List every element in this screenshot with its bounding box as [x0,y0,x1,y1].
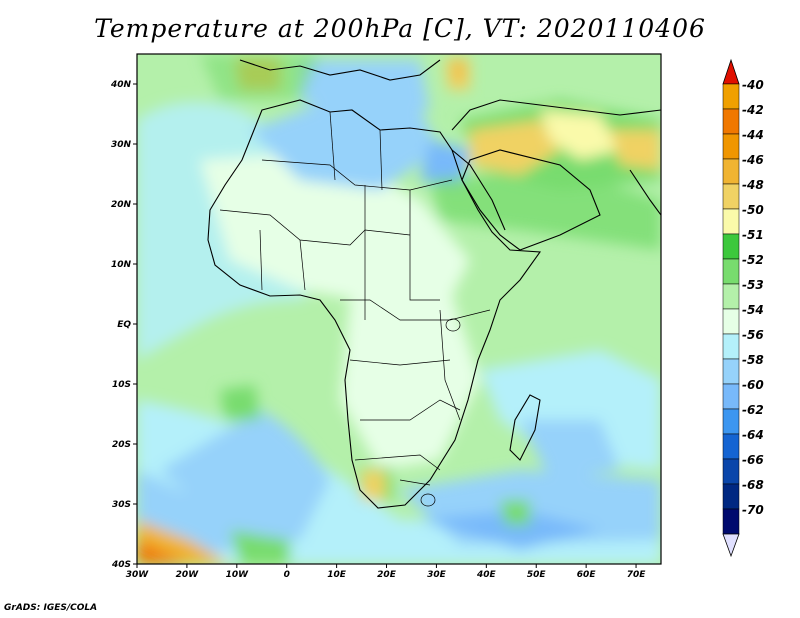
colorbar-swatch [722,208,740,235]
colorbar-label: -46 [742,153,764,167]
map-title: Temperature at 200hPa [C], VT: 202011040… [94,14,706,43]
lat-tick-label: 10S [112,380,131,390]
colorbar-label: -52 [742,253,764,267]
colorbar-swatch [722,83,740,110]
colorbar-top-cap [722,58,740,85]
colorbar-label: -48 [742,178,764,192]
colorbar-label: -42 [742,103,764,117]
colorbar-swatch [722,258,740,285]
lon-tick-label: 20E [377,570,397,580]
lon-tick-label: 20W [176,570,200,580]
colorbar-label: -62 [742,403,764,417]
colorbar-swatch [722,108,740,135]
grads-credit: GrADS: IGES/COLA [4,603,98,613]
lon-tick-label: 70E [627,570,647,580]
colorbar-swatch [722,133,740,160]
colorbar-swatch [722,433,740,460]
lat-tick-label: 30S [112,500,131,510]
coastlines [207,59,661,509]
colorbar-swatch [722,333,740,360]
lon-tick-label: 30E [427,570,447,580]
colorbar-swatch [722,408,740,435]
map-frame [136,53,662,565]
lon-tick-label: 0 [284,570,290,580]
colorbar-swatch [722,308,740,335]
colorbar-swatch [722,483,740,510]
lat-tick-label: 10N [111,260,132,270]
lon-tick-label: 40E [476,570,497,580]
colorbar-label: -56 [742,328,764,342]
lat-tick-label: 30N [111,140,132,150]
colorbar-label: -60 [742,378,764,392]
lon-tick-label: 50E [527,570,547,580]
lon-tick-label: 10E [327,570,347,580]
lat-tick-label: 20S [112,440,131,450]
temperature-field [137,54,661,564]
country-borders [219,111,491,507]
colorbar-bottom-cap [722,533,740,558]
colorbar-label: -50 [742,203,764,217]
colorbar-label: -66 [742,453,764,467]
latitude-axis: 40N 30N 20N 10N EQ 10S 20S 30S 40S [110,80,137,570]
colorbar-swatch [722,183,740,210]
colorbar-label: -68 [742,478,764,492]
lon-tick-label: 60E [577,570,597,580]
colorbar-label: -54 [742,303,764,317]
colorbar-label: -44 [742,128,764,142]
colorbar-swatch [722,283,740,310]
colorbar-label: -40 [742,78,764,92]
colorbar-label: -51 [742,228,764,242]
lat-tick-label: 40S [111,560,131,570]
colorbar-swatch [722,358,740,385]
colorbar-swatch [722,458,740,485]
lon-tick-label: 10W [226,570,250,580]
longitude-axis: 30W 20W 10W 0 10E 20E 30E 40E 50E 60E 70E [126,564,646,580]
lat-tick-label: 20N [111,200,132,210]
lon-tick-label: 30W [126,570,150,580]
colorbar-label: -70 [742,503,764,517]
colorbar: -40 -42 -44 -46 -48 -50 -51 -52 -53 -54 -56 -58 -60 -… [722,58,764,558]
colorbar-label: -58 [742,353,764,367]
colorbar-swatch [722,383,740,410]
lat-tick-label: 40N [110,80,132,90]
lat-tick-label: EQ [117,320,131,330]
colorbar-label: -53 [742,278,764,292]
colorbar-label: -64 [742,428,764,442]
colorbar-swatch [722,158,740,185]
colorbar-swatch [722,233,740,260]
colorbar-swatch [722,508,740,535]
